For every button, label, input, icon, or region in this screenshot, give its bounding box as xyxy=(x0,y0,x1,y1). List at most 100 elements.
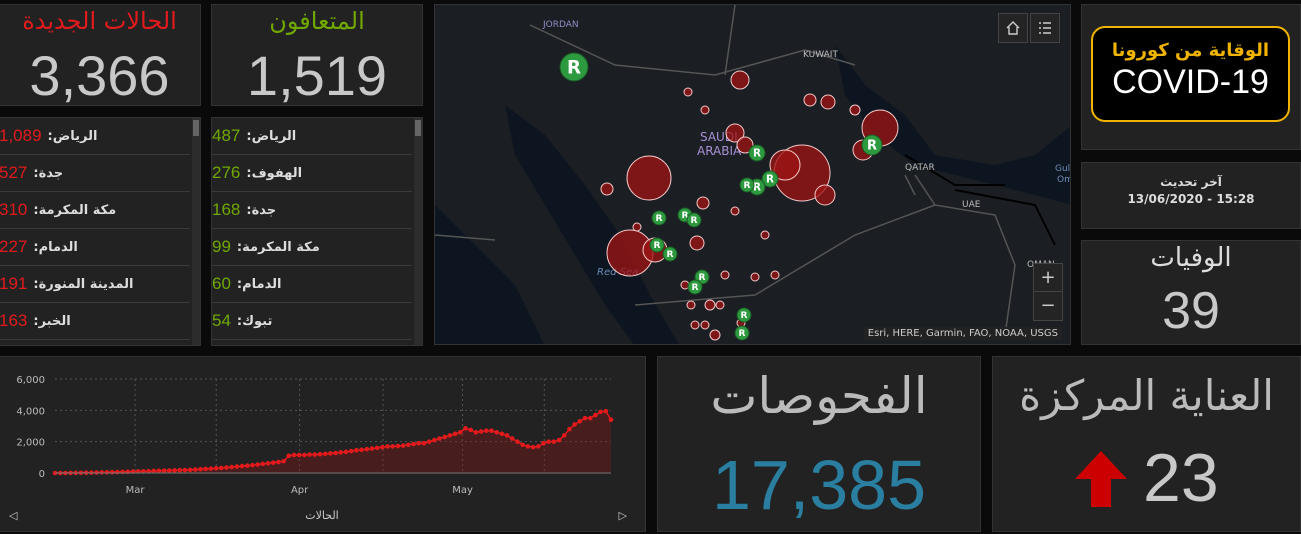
case-bubble[interactable] xyxy=(769,149,801,181)
zoom-out-button[interactable]: − xyxy=(1033,291,1063,321)
data-point xyxy=(198,466,203,472)
recovered-by-city-list[interactable]: الرياض: 487 الهفوف: 276 جدة: 168 مكة المكرمة: 9… xyxy=(211,117,423,346)
data-point xyxy=(229,464,234,470)
recovery-pin[interactable]: R xyxy=(736,307,752,323)
zoom-in-button[interactable]: + xyxy=(1033,263,1063,293)
data-point xyxy=(167,468,172,473)
chart-scroll-left[interactable]: ◁ xyxy=(9,509,18,522)
list-item[interactable]: الرياض: 1,089 xyxy=(0,118,190,155)
scroll-thumb[interactable] xyxy=(415,120,421,136)
recovery-pin[interactable]: R xyxy=(748,144,766,162)
data-point xyxy=(239,463,245,469)
list-item-value: 527 xyxy=(0,163,28,182)
list-item[interactable]: جدة: 168 xyxy=(212,192,412,229)
data-point xyxy=(411,441,416,447)
legend-button[interactable] xyxy=(1030,13,1060,43)
map-panel[interactable]: JORDAN KUWAIT SAUDI ARABIA QATAR UAE OMA… xyxy=(434,4,1071,345)
case-bubble[interactable] xyxy=(626,155,672,201)
case-bubble[interactable] xyxy=(683,87,693,97)
cases-list-scrollbar[interactable] xyxy=(192,118,200,345)
data-point xyxy=(406,442,411,448)
data-point xyxy=(104,469,110,475)
case-bubble[interactable] xyxy=(715,300,725,310)
recovery-pin[interactable]: R xyxy=(651,210,667,226)
case-bubble[interactable] xyxy=(600,182,614,196)
case-bubble[interactable] xyxy=(632,222,642,232)
home-button[interactable] xyxy=(998,13,1028,43)
case-bubble[interactable] xyxy=(730,206,740,216)
list-item[interactable]: الخبر: 163 xyxy=(0,303,190,340)
data-point xyxy=(463,426,468,431)
case-bubble[interactable] xyxy=(704,299,716,311)
case-bubble[interactable] xyxy=(689,235,705,251)
last-update-panel: آخر تحديث 13/06/2020 - 15:28 xyxy=(1081,162,1301,229)
case-bubble[interactable] xyxy=(814,184,836,206)
cases-by-city-list[interactable]: الرياض: 1,089 جدة: 527 مكة المكرمة: 310 الدمام… xyxy=(0,117,201,346)
list-item-value: 99 xyxy=(212,237,231,256)
list-item[interactable]: تبوك: 54 xyxy=(212,303,412,340)
case-bubble[interactable] xyxy=(700,320,710,330)
data-point xyxy=(535,444,541,449)
data-point xyxy=(120,469,125,475)
recovered-list-scrollbar[interactable] xyxy=(414,118,422,345)
data-point xyxy=(458,429,463,435)
list-item[interactable]: الهفوف: 276 xyxy=(212,155,412,192)
case-bubble[interactable] xyxy=(820,94,836,110)
recovery-pin[interactable]: R xyxy=(687,279,703,295)
list-item[interactable]: مكة المكرمة: 99 xyxy=(212,229,412,266)
new-cases-panel: الحالات الجديدة 3,366 xyxy=(0,4,201,107)
case-bubble[interactable] xyxy=(803,93,817,107)
cases-line-chart[interactable]: 0 2,000 4,000 6,000 Mar Apr May xyxy=(0,357,647,533)
scroll-thumb[interactable] xyxy=(193,120,199,136)
last-update-value: 13/06/2020 - 15:28 xyxy=(1127,192,1255,206)
recovery-pin[interactable]: R xyxy=(761,170,779,188)
case-bubble[interactable] xyxy=(686,300,696,310)
list-item-value: 168 xyxy=(212,200,241,219)
case-bubble[interactable] xyxy=(770,270,780,280)
map-canvas[interactable]: JORDAN KUWAIT SAUDI ARABIA QATAR UAE OMA… xyxy=(435,5,1071,345)
list-item[interactable]: جدة: 527 xyxy=(0,155,190,192)
recovered-title: المتعافون xyxy=(269,7,365,35)
list-item-value: 54 xyxy=(212,311,231,330)
recovery-pin[interactable]: R xyxy=(649,237,665,253)
border-lines xyxy=(435,5,1016,336)
case-bubble[interactable] xyxy=(720,270,730,280)
svg-text:R: R xyxy=(567,57,581,78)
y-tick-label: 2,000 xyxy=(16,438,45,449)
data-point xyxy=(478,429,484,434)
data-point xyxy=(354,447,359,453)
case-bubble[interactable] xyxy=(849,104,861,116)
list-item[interactable]: الدمام: 227 xyxy=(0,229,190,266)
data-point xyxy=(224,465,229,470)
list-item[interactable]: مكة المكرمة: 310 xyxy=(0,192,190,229)
case-bubble[interactable] xyxy=(760,230,770,240)
list-item[interactable]: الرياض: 487 xyxy=(212,118,412,155)
case-bubble[interactable] xyxy=(750,272,760,282)
svg-text:R: R xyxy=(681,211,688,221)
legend-list-icon xyxy=(1039,22,1051,34)
list-item-name: الدمام: xyxy=(33,239,78,255)
list-item-name: المدينة المنورة: xyxy=(33,276,134,292)
data-point xyxy=(250,462,255,468)
chart-scroll-right[interactable]: ▷ xyxy=(618,509,627,522)
recovery-pin[interactable]: R xyxy=(662,246,678,262)
case-bubble[interactable] xyxy=(700,105,710,115)
recovery-pin[interactable]: R xyxy=(686,212,702,228)
data-point xyxy=(312,452,318,457)
case-bubble[interactable] xyxy=(730,70,750,90)
case-bubble[interactable] xyxy=(736,136,754,154)
case-bubble[interactable] xyxy=(725,123,745,143)
list-item[interactable]: المدينة المنورة: 191 xyxy=(0,266,190,303)
recovery-pin[interactable]: R xyxy=(739,177,755,193)
svg-text:R: R xyxy=(655,214,662,224)
data-point xyxy=(333,450,338,456)
list-item[interactable]: الدمام: 60 xyxy=(212,266,412,303)
case-bubble[interactable] xyxy=(709,329,721,341)
svg-text:R: R xyxy=(691,283,698,293)
case-bubble[interactable] xyxy=(696,196,710,210)
recovery-pin[interactable]: R xyxy=(559,52,589,82)
case-bubble[interactable] xyxy=(690,320,700,330)
recovery-pin[interactable]: R xyxy=(861,134,883,156)
recovery-pin[interactable]: R xyxy=(734,325,750,341)
